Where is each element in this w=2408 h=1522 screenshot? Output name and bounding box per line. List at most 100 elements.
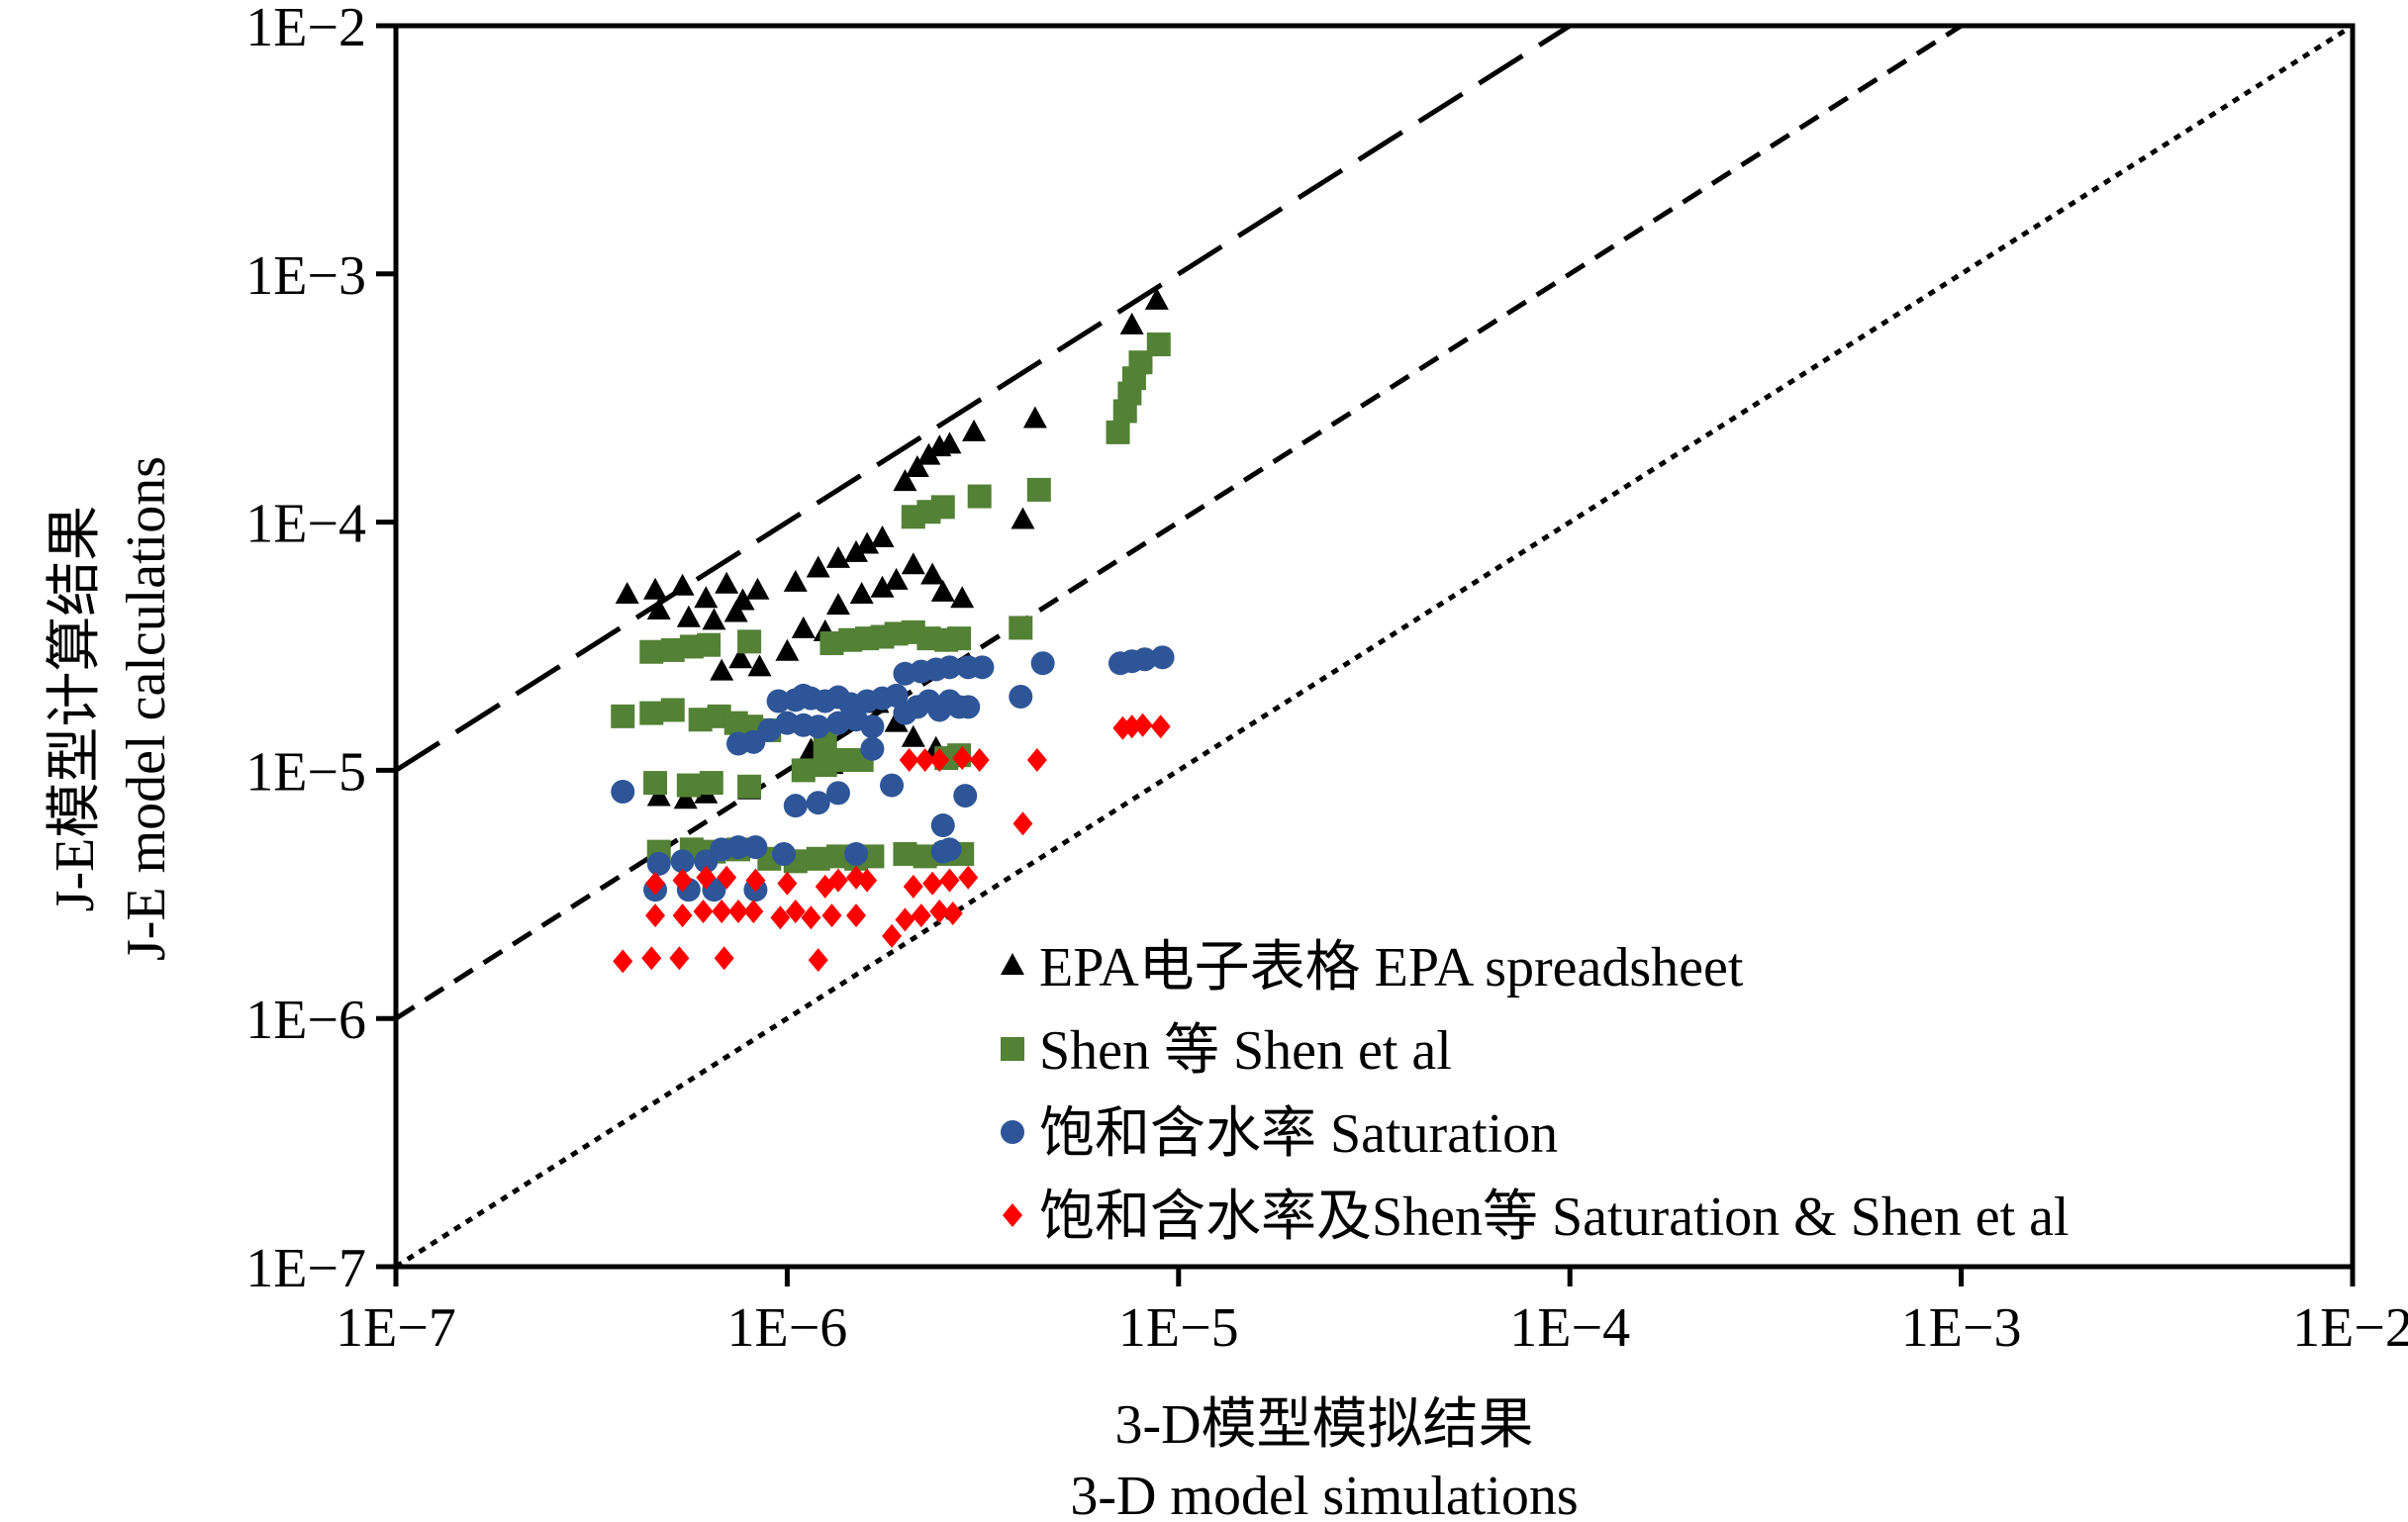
data-point-triangle xyxy=(884,567,909,590)
data-point-diamond xyxy=(942,902,963,926)
legend-item: Shen 等 Shen et al xyxy=(1001,1020,1452,1082)
data-point-triangle xyxy=(747,654,772,677)
data-point-triangle xyxy=(1119,312,1144,334)
data-point-circle xyxy=(956,695,981,719)
data-point-square xyxy=(676,773,701,798)
data-point-triangle xyxy=(745,577,770,600)
data-point-diamond xyxy=(895,907,915,932)
data-point-diamond xyxy=(641,946,662,971)
legend-item: 饱和含水率及Shen等 Saturation & Shen et al xyxy=(1003,1187,2070,1248)
data-point-square xyxy=(611,704,635,728)
data-point-triangle xyxy=(775,638,800,661)
reference-line-dotted xyxy=(396,26,2353,1267)
data-point-triangle xyxy=(905,455,929,478)
data-point-triangle xyxy=(855,531,880,554)
legend-label: Shen 等 Shen et al xyxy=(1039,1020,1452,1082)
data-point-diamond xyxy=(672,904,693,928)
data-point-triangle xyxy=(806,555,830,578)
data-point-square xyxy=(660,698,685,722)
data-point-diamond xyxy=(952,746,973,771)
y-tick-label: 1E−4 xyxy=(245,494,366,555)
data-point-triangle xyxy=(676,605,701,627)
data-point-diamond xyxy=(958,865,979,890)
data-point-diamond xyxy=(846,904,867,928)
data-point-diamond xyxy=(1026,748,1047,773)
data-point-triangle xyxy=(791,616,816,638)
data-point-diamond xyxy=(821,904,842,928)
plot-frame xyxy=(393,23,2356,1270)
data-point-square xyxy=(1106,420,1130,444)
data-point-triangle xyxy=(710,658,734,681)
data-point-circle xyxy=(937,837,962,862)
data-point-circle xyxy=(860,736,885,761)
data-point-circle xyxy=(860,714,885,739)
data-point-triangle xyxy=(723,600,748,622)
data-point-triangle xyxy=(615,581,639,604)
data-point-circle xyxy=(611,780,635,805)
data-point-triangle xyxy=(1022,406,1047,428)
legend-marker-circle xyxy=(1001,1120,1024,1144)
data-point-circle xyxy=(937,655,962,680)
data-point-triangle xyxy=(643,577,668,600)
data-point-circle xyxy=(930,813,955,838)
data-point-diamond xyxy=(808,948,828,973)
data-point-triangle xyxy=(962,419,987,441)
data-point-diamond xyxy=(770,905,791,930)
y-tick-label: 1E−5 xyxy=(245,741,366,803)
data-point-square xyxy=(930,495,955,520)
data-point-triangle xyxy=(694,586,719,609)
data-point-circle xyxy=(1132,647,1157,672)
data-point-circle xyxy=(825,711,850,735)
data-point-circle xyxy=(884,683,909,708)
data-point-circle xyxy=(725,835,750,860)
data-point-square xyxy=(947,626,972,651)
data-point-triangle xyxy=(930,579,955,602)
data-point-diamond xyxy=(911,904,931,928)
y-tick-label: 1E−2 xyxy=(245,0,366,58)
data-point-circle xyxy=(825,781,850,806)
legend-marker-triangle xyxy=(1001,953,1024,975)
x-tick-label: 1E−2 xyxy=(2292,1297,2408,1359)
data-point-square xyxy=(737,774,762,799)
x-axis-title-en: 3-D model simulations xyxy=(1070,1466,1578,1522)
data-points xyxy=(611,287,1175,974)
data-point-circle xyxy=(1009,684,1033,709)
data-point-square xyxy=(639,639,664,664)
data-point-square xyxy=(643,771,668,796)
x-tick-label: 1E−6 xyxy=(727,1297,848,1359)
data-point-square xyxy=(893,841,917,866)
data-point-circle xyxy=(844,841,869,866)
data-point-square xyxy=(791,758,816,783)
data-point-triangle xyxy=(715,571,739,594)
legend-label: 饱和含水率 Saturation xyxy=(1039,1103,1558,1165)
data-point-circle xyxy=(743,835,768,860)
data-point-diamond xyxy=(613,949,633,974)
data-point-diamond xyxy=(903,874,923,899)
x-tick-label: 1E−7 xyxy=(336,1297,456,1359)
series-4 xyxy=(613,713,1171,974)
data-point-diamond xyxy=(745,868,766,893)
x-axis-ticks: 1E−7 1E−6 1E−5 1E−4 1E−3 1E−2 xyxy=(336,1267,2408,1359)
data-point-square xyxy=(639,701,664,725)
data-point-circle xyxy=(1030,651,1055,676)
data-point-diamond xyxy=(712,900,732,924)
data-point-triangle xyxy=(950,586,975,609)
data-point-triangle xyxy=(901,724,925,747)
data-point-circle xyxy=(771,841,796,866)
y-tick-label: 1E−7 xyxy=(245,1238,366,1299)
legend-item: EPA电子表格 EPA spreadsheet xyxy=(1001,937,1744,999)
data-point-diamond xyxy=(785,900,806,924)
data-point-triangle xyxy=(920,562,945,585)
data-point-diamond xyxy=(669,946,690,971)
data-point-circle xyxy=(791,683,816,708)
legend-marker-diamond xyxy=(1003,1203,1022,1227)
reference-line-short-dash xyxy=(396,26,1967,1021)
data-point-diamond xyxy=(717,865,737,890)
data-point-circle xyxy=(1150,645,1175,670)
data-point-diamond xyxy=(1132,713,1153,737)
data-point-diamond xyxy=(777,871,798,896)
legend: EPA电子表格 EPA spreadsheet Shen 等 Shen et al… xyxy=(1001,937,2070,1248)
data-point-triangle xyxy=(825,545,850,568)
data-point-triangle xyxy=(1144,287,1169,310)
